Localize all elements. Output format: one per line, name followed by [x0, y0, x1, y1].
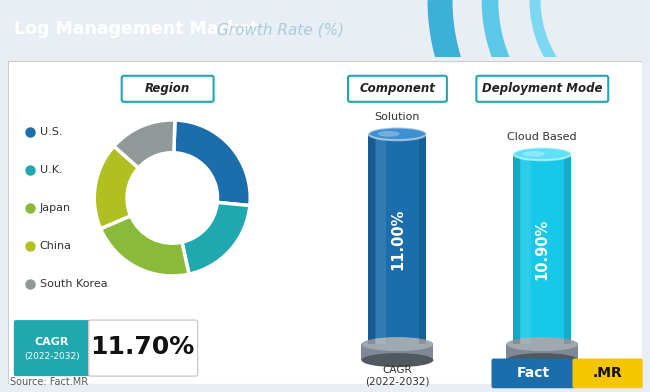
Text: (2022-2032): (2022-2032)	[24, 352, 79, 361]
Ellipse shape	[369, 127, 426, 140]
FancyBboxPatch shape	[573, 359, 643, 388]
Text: Cloud Based: Cloud Based	[508, 132, 577, 142]
FancyBboxPatch shape	[348, 76, 447, 102]
Polygon shape	[514, 154, 520, 344]
Wedge shape	[101, 216, 189, 276]
Bar	[369, 134, 426, 344]
FancyBboxPatch shape	[88, 320, 198, 376]
Text: .MR: .MR	[593, 367, 623, 380]
Wedge shape	[182, 202, 250, 274]
Polygon shape	[521, 154, 531, 344]
Text: U.S.: U.S.	[40, 127, 62, 137]
Text: South Korea: South Korea	[40, 279, 107, 289]
Ellipse shape	[369, 338, 426, 350]
Text: Deployment Mode: Deployment Mode	[482, 82, 603, 95]
FancyBboxPatch shape	[476, 76, 608, 102]
Text: Fact: Fact	[517, 367, 550, 380]
Text: U.K.: U.K.	[40, 165, 62, 175]
Text: Solution: Solution	[374, 113, 420, 122]
Ellipse shape	[361, 337, 434, 351]
Text: Log Management Market: Log Management Market	[14, 20, 259, 38]
Text: China: China	[40, 241, 72, 251]
Wedge shape	[174, 120, 250, 205]
Polygon shape	[369, 134, 376, 344]
Bar	[361, 344, 434, 360]
Polygon shape	[564, 154, 571, 344]
Text: Region: Region	[145, 82, 190, 95]
Wedge shape	[114, 120, 175, 168]
FancyBboxPatch shape	[14, 320, 90, 376]
Text: 11.00%: 11.00%	[390, 208, 405, 270]
Text: CAGR
(2022-2032): CAGR (2022-2032)	[365, 365, 430, 387]
Text: CAGR: CAGR	[34, 337, 69, 347]
Polygon shape	[376, 134, 387, 344]
FancyBboxPatch shape	[491, 359, 575, 388]
Wedge shape	[94, 146, 138, 229]
Text: CAGR
(2022-2032): CAGR (2022-2032)	[510, 365, 575, 387]
Polygon shape	[419, 134, 426, 344]
Ellipse shape	[361, 353, 434, 367]
Text: Growth Rate (%): Growth Rate (%)	[212, 22, 344, 37]
Text: 10.90%: 10.90%	[535, 218, 550, 279]
Ellipse shape	[523, 151, 545, 157]
Ellipse shape	[378, 131, 400, 137]
Text: 11.70%: 11.70%	[90, 335, 195, 359]
FancyBboxPatch shape	[122, 76, 214, 102]
Text: Japan: Japan	[40, 203, 71, 213]
Ellipse shape	[506, 337, 578, 351]
Bar	[514, 154, 571, 344]
Ellipse shape	[514, 147, 571, 160]
Text: Source: Fact.MR: Source: Fact.MR	[10, 377, 88, 387]
Ellipse shape	[514, 338, 571, 350]
Bar	[506, 344, 578, 360]
FancyBboxPatch shape	[8, 61, 642, 384]
Ellipse shape	[506, 353, 578, 367]
Text: Component: Component	[359, 82, 436, 95]
